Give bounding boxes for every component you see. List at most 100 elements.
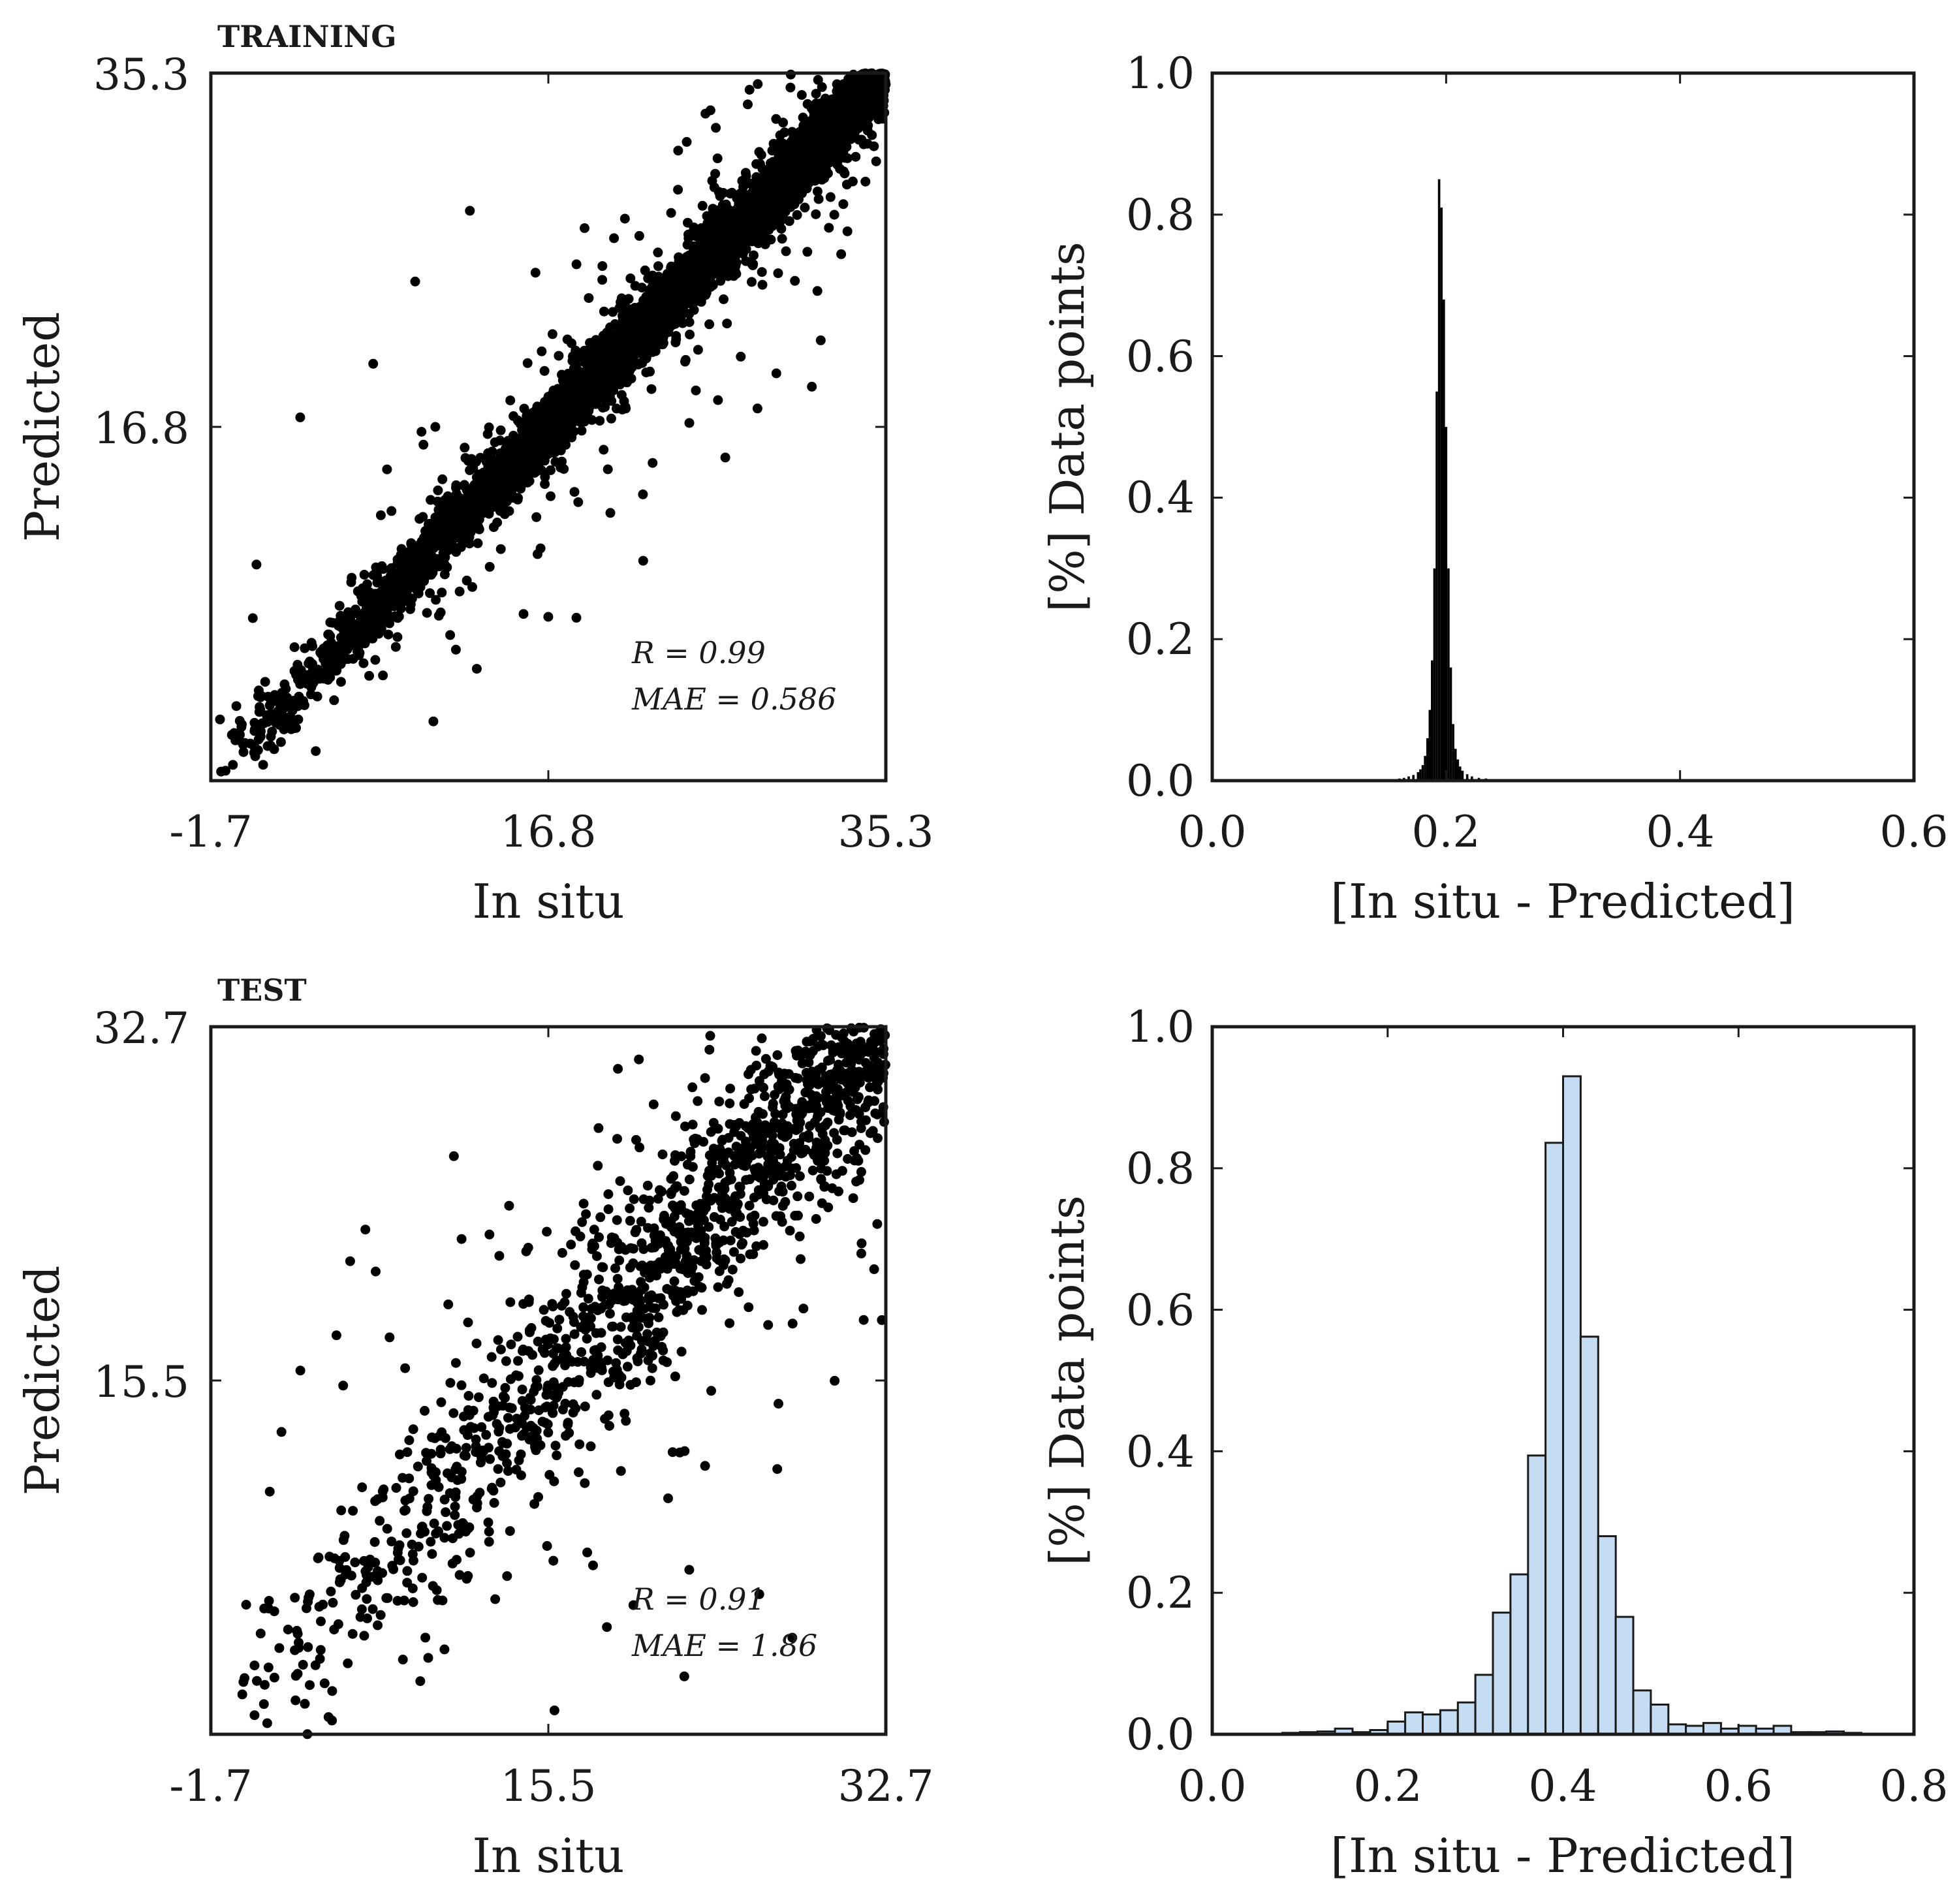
histogram-bar <box>1433 568 1436 781</box>
scatter-point <box>424 518 435 529</box>
scatter-point <box>495 425 506 435</box>
scatter-point <box>405 604 415 614</box>
scatter-point <box>539 366 550 376</box>
scatter-point <box>577 352 588 363</box>
histogram-bar <box>1449 667 1452 781</box>
scatter-point <box>768 174 779 185</box>
scatter-point <box>604 376 615 386</box>
scatter-point <box>279 679 290 689</box>
histogram-bar <box>1426 738 1429 781</box>
scatter-point <box>636 283 647 293</box>
scatter-point <box>584 293 594 304</box>
scatter-point <box>786 136 796 147</box>
scatter-point <box>550 447 560 458</box>
scatter-point <box>732 193 742 204</box>
scatter-point <box>715 191 725 201</box>
scatter-point <box>361 613 371 623</box>
scatter-point <box>439 569 450 580</box>
scatter-point <box>713 209 723 219</box>
scatter-point <box>813 194 824 204</box>
scatter-point <box>462 575 472 585</box>
scatter-point <box>460 443 470 453</box>
scatter-point <box>336 677 346 687</box>
training-plot-frame <box>209 71 888 783</box>
histogram-bar <box>1417 772 1420 781</box>
scatter-point <box>570 395 580 405</box>
scatter-point <box>536 465 546 475</box>
scatter-point <box>216 766 227 777</box>
scatter-point <box>519 460 529 471</box>
scatter-point <box>585 337 595 348</box>
scatter-point <box>494 497 503 507</box>
scatter-point <box>430 512 441 523</box>
scatter-point <box>836 119 847 130</box>
scatter-point <box>851 72 862 83</box>
scatter-point <box>615 344 625 354</box>
scatter-point <box>691 385 701 396</box>
training-ytick-label: 16.8 <box>93 403 189 454</box>
training-points <box>215 68 891 777</box>
scatter-point <box>501 471 512 482</box>
scatter-point <box>372 570 383 581</box>
scatter-point <box>300 643 310 653</box>
scatter-point <box>574 367 585 378</box>
scatter-point <box>747 277 757 287</box>
scatter-point <box>682 240 693 250</box>
scatter-point <box>738 233 749 243</box>
scatter-point <box>554 351 564 361</box>
scatter-point <box>836 139 846 149</box>
scatter-point <box>621 351 632 361</box>
scatter-point <box>619 213 630 224</box>
scatter-point <box>392 632 403 642</box>
scatter-point <box>618 311 627 321</box>
scatter-point <box>757 279 768 290</box>
scatter-point <box>833 83 843 93</box>
scatter-point <box>568 351 578 362</box>
scatter-point <box>295 412 306 422</box>
scatter-point <box>386 506 397 516</box>
scatter-point <box>556 462 566 473</box>
scatter-point <box>648 311 659 321</box>
scatter-point <box>258 760 268 770</box>
scatter-point <box>398 548 408 558</box>
scatter-point <box>444 520 454 531</box>
training-r-stat: R = 0.99 <box>631 635 766 670</box>
histogram-bar <box>1471 776 1473 781</box>
scatter-point <box>375 606 386 616</box>
training-x-axis-label: In situ <box>473 874 625 929</box>
scatter-point <box>625 362 635 372</box>
scatter-point <box>383 629 394 640</box>
scatter-point <box>408 540 418 550</box>
scatter-point <box>625 330 635 341</box>
scatter-point <box>725 243 734 254</box>
scatter-point <box>215 714 225 725</box>
scatter-point <box>738 209 748 219</box>
scatter-point <box>713 249 723 260</box>
scatter-point <box>474 471 484 481</box>
scatter-point <box>522 358 533 368</box>
histogram-bar <box>1445 427 1448 781</box>
scatter-point <box>384 578 394 588</box>
scatter-point <box>482 429 493 439</box>
scatter-point <box>773 268 783 279</box>
scatter-point <box>606 413 616 424</box>
scatter-point <box>847 117 858 128</box>
histogram-bar <box>1435 391 1438 781</box>
scatter-point <box>422 608 432 618</box>
scatter-point <box>851 151 861 162</box>
scatter-point <box>730 221 741 232</box>
scatter-point <box>392 559 403 569</box>
scatter-point <box>597 261 608 272</box>
scatter-point <box>832 159 843 170</box>
scatter-point <box>565 413 575 424</box>
training-hist-ytick-label: 0.0 <box>1126 756 1195 806</box>
scatter-point <box>571 259 582 270</box>
scatter-point <box>751 234 762 244</box>
scatter-point <box>277 696 288 707</box>
scatter-point <box>437 474 448 484</box>
scatter-point <box>382 464 392 475</box>
scatter-point <box>307 665 318 676</box>
scatter-point <box>609 233 619 243</box>
scatter-point <box>460 453 471 463</box>
scatter-point <box>654 305 665 315</box>
